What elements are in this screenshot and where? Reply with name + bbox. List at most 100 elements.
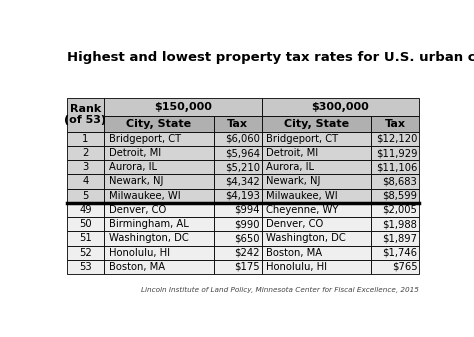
Bar [213, 203, 262, 217]
Text: 49: 49 [79, 205, 92, 215]
Text: Honolulu, HI: Honolulu, HI [109, 248, 170, 257]
Bar [262, 132, 371, 146]
Bar [262, 160, 371, 174]
Text: Bridgeport, CT: Bridgeport, CT [266, 134, 338, 144]
Text: Bridgeport, CT: Bridgeport, CT [109, 134, 181, 144]
Bar [262, 231, 371, 246]
Bar [371, 146, 419, 160]
Text: $300,000: $300,000 [312, 102, 369, 112]
Bar [66, 189, 104, 203]
Bar [371, 116, 419, 132]
Bar [66, 97, 104, 132]
Text: $994: $994 [234, 205, 260, 215]
Text: Cheyenne, WY: Cheyenne, WY [266, 205, 338, 215]
Text: $4,193: $4,193 [225, 191, 260, 201]
Bar [371, 217, 419, 231]
Text: City, State: City, State [284, 119, 349, 129]
Text: Aurora, IL: Aurora, IL [266, 162, 314, 172]
Bar [66, 260, 104, 274]
Bar [371, 174, 419, 189]
Text: Milwaukee, WI: Milwaukee, WI [266, 191, 338, 201]
Text: $1,988: $1,988 [383, 219, 417, 229]
Text: Denver, CO: Denver, CO [266, 219, 323, 229]
Bar [213, 217, 262, 231]
Bar [104, 203, 213, 217]
Text: $1,897: $1,897 [383, 234, 417, 243]
Bar [66, 217, 104, 231]
Text: $12,120: $12,120 [376, 134, 417, 144]
Text: 4: 4 [82, 177, 89, 186]
Bar [262, 217, 371, 231]
Text: 52: 52 [79, 248, 92, 257]
Bar [66, 160, 104, 174]
Bar [262, 97, 419, 116]
Bar [66, 146, 104, 160]
Text: 5: 5 [82, 191, 89, 201]
Bar [213, 160, 262, 174]
Text: $650: $650 [234, 234, 260, 243]
Bar [213, 132, 262, 146]
Bar [104, 174, 213, 189]
Text: $5,964: $5,964 [225, 148, 260, 158]
Text: $150,000: $150,000 [154, 102, 212, 112]
Bar [262, 116, 371, 132]
Text: 51: 51 [79, 234, 92, 243]
Bar [66, 246, 104, 260]
Text: $6,060: $6,060 [225, 134, 260, 144]
Bar [371, 160, 419, 174]
Text: Tax: Tax [227, 119, 248, 129]
Text: $11,929: $11,929 [376, 148, 417, 158]
Text: $8,683: $8,683 [383, 177, 417, 186]
Bar [104, 260, 213, 274]
Bar [66, 174, 104, 189]
Text: $8,599: $8,599 [383, 191, 417, 201]
Text: 1: 1 [82, 134, 89, 144]
Text: 53: 53 [79, 262, 92, 272]
Text: $1,746: $1,746 [383, 248, 417, 257]
Text: Washington, DC: Washington, DC [109, 234, 189, 243]
Bar [262, 203, 371, 217]
Bar [104, 217, 213, 231]
Bar [262, 146, 371, 160]
Bar [104, 132, 213, 146]
Text: Birmingham, AL: Birmingham, AL [109, 219, 189, 229]
Text: 3: 3 [82, 162, 89, 172]
Text: 50: 50 [79, 219, 92, 229]
Bar [213, 260, 262, 274]
Text: City, State: City, State [127, 119, 191, 129]
Bar [371, 231, 419, 246]
Bar [66, 203, 104, 217]
Bar [66, 231, 104, 246]
Text: Honolulu, HI: Honolulu, HI [266, 262, 327, 272]
Text: Denver, CO: Denver, CO [109, 205, 166, 215]
Bar [262, 246, 371, 260]
Text: $2,005: $2,005 [383, 205, 417, 215]
Text: $242: $242 [234, 248, 260, 257]
Bar [371, 132, 419, 146]
Text: Boston, MA: Boston, MA [109, 262, 165, 272]
Text: Highest and lowest property tax rates for U.S. urban cities: Highest and lowest property tax rates fo… [66, 51, 474, 64]
Text: $765: $765 [392, 262, 417, 272]
Text: Detroit, MI: Detroit, MI [109, 148, 161, 158]
Bar [104, 116, 213, 132]
Bar [213, 189, 262, 203]
Text: Newark, NJ: Newark, NJ [266, 177, 320, 186]
Text: $5,210: $5,210 [225, 162, 260, 172]
Text: $4,342: $4,342 [225, 177, 260, 186]
Text: Tax: Tax [384, 119, 406, 129]
Text: Washington, DC: Washington, DC [266, 234, 346, 243]
Bar [213, 174, 262, 189]
Text: Boston, MA: Boston, MA [266, 248, 322, 257]
Bar [213, 246, 262, 260]
Bar [262, 260, 371, 274]
Text: Milwaukee, WI: Milwaukee, WI [109, 191, 181, 201]
Text: $175: $175 [234, 262, 260, 272]
Bar [104, 97, 262, 116]
Bar [104, 160, 213, 174]
Text: Detroit, MI: Detroit, MI [266, 148, 319, 158]
Bar [213, 231, 262, 246]
Bar [213, 146, 262, 160]
Bar [371, 260, 419, 274]
Text: $990: $990 [234, 219, 260, 229]
Text: Aurora, IL: Aurora, IL [109, 162, 157, 172]
